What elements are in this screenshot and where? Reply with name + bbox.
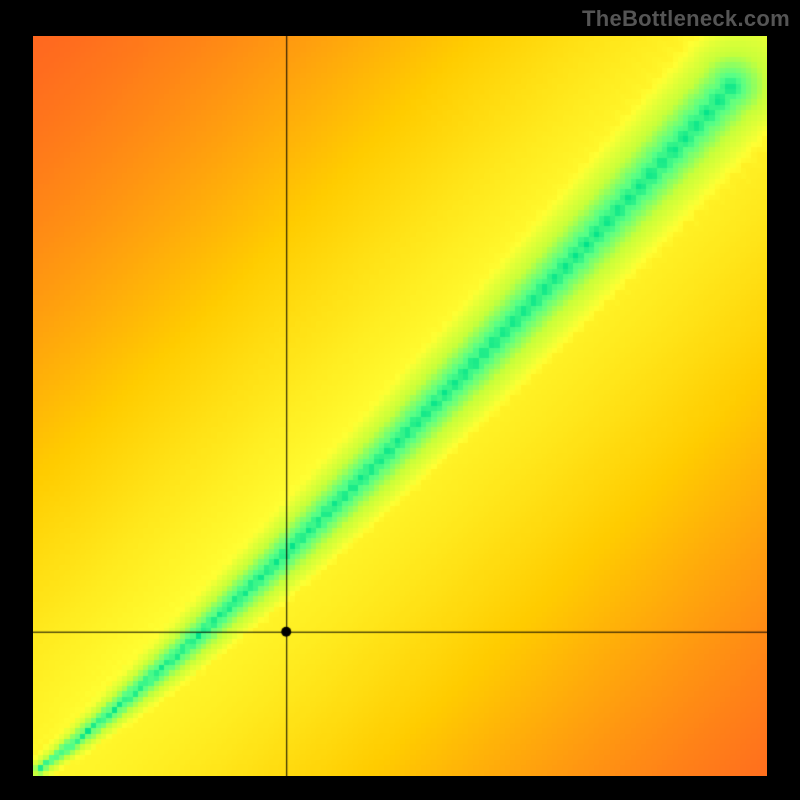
bottleneck-heatmap (33, 36, 767, 776)
plot-area (33, 36, 767, 776)
watermark-text: TheBottleneck.com (582, 6, 790, 32)
chart-container: TheBottleneck.com (0, 0, 800, 800)
